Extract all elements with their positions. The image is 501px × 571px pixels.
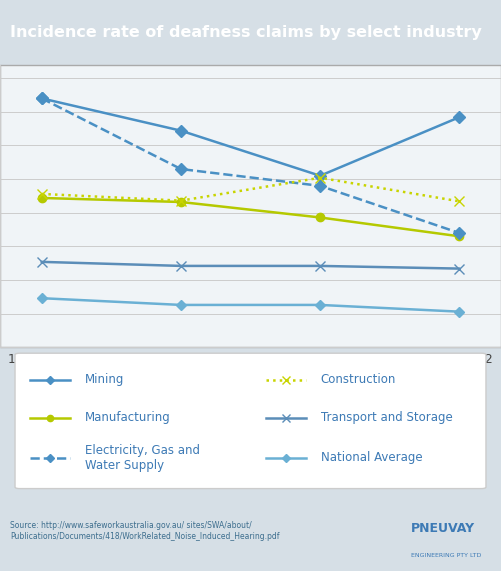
Text: Incidence rate of deafness claims by select industry: Incidence rate of deafness claims by sel…	[10, 25, 482, 40]
Text: Electricity, Gas and
Water Supply: Electricity, Gas and Water Supply	[85, 444, 200, 472]
Text: Construction: Construction	[321, 373, 396, 386]
Text: Manufacturing: Manufacturing	[85, 412, 171, 424]
Text: ENGINEERING PTY LTD: ENGINEERING PTY LTD	[411, 553, 481, 558]
Text: Mining: Mining	[85, 373, 125, 386]
Text: Source: http://www.safeworkaustralia.gov.au/ sites/SWA/about/
Publications/Docum: Source: http://www.safeworkaustralia.gov…	[10, 521, 280, 541]
Text: Transport and Storage: Transport and Storage	[321, 412, 452, 424]
Text: PNEUVAY: PNEUVAY	[411, 522, 475, 536]
Text: National Average: National Average	[321, 451, 422, 464]
FancyBboxPatch shape	[15, 353, 486, 489]
